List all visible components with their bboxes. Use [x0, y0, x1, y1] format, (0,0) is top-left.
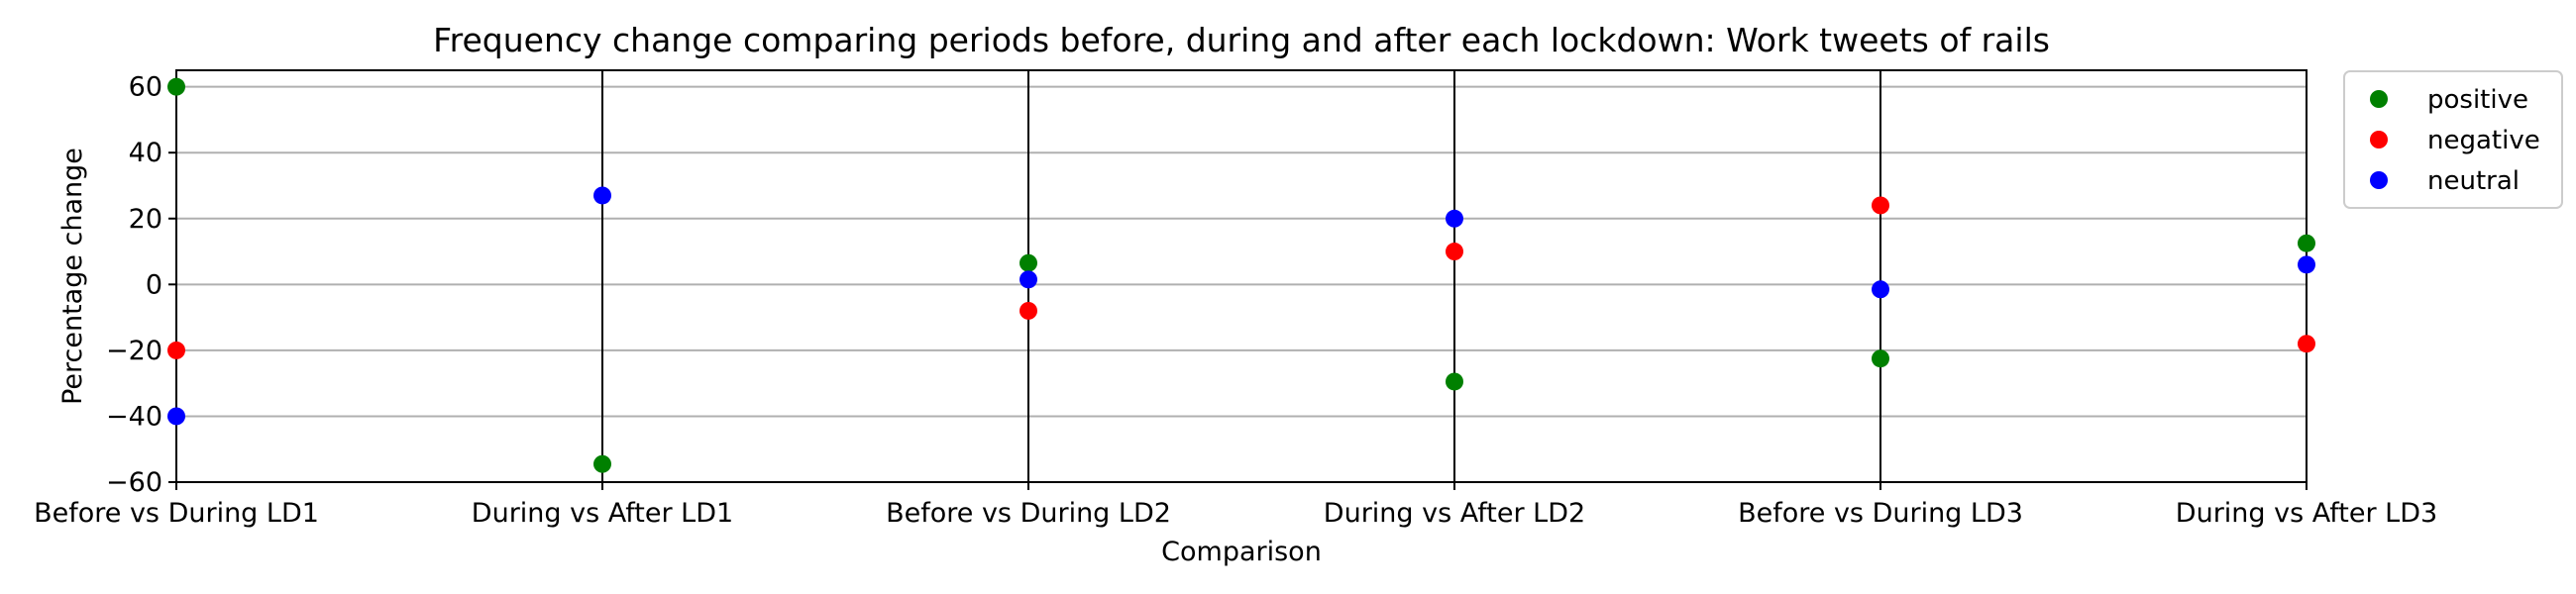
y-tick-label: 0 — [146, 269, 162, 300]
y-tick-label: 40 — [129, 138, 162, 168]
legend-label-neutral: neutral — [2427, 166, 2520, 196]
data-point-neutral — [2298, 255, 2315, 274]
x-tick-label: Before vs During LD1 — [34, 498, 319, 529]
data-point-positive — [1872, 349, 1889, 368]
legend-marker-negative — [2370, 131, 2388, 148]
x-tick-label: Before vs During LD3 — [1738, 498, 2023, 529]
data-point-negative — [1872, 196, 1889, 215]
x-tick-label: During vs After LD3 — [2176, 498, 2437, 529]
data-point-negative — [167, 341, 185, 359]
x-axis-label: Comparison — [1161, 537, 1322, 567]
data-point-negative — [2298, 335, 2315, 353]
x-axis-ticks: Before vs During LD1 During vs After LD1 B… — [34, 482, 2437, 529]
x-tick-label: During vs After LD1 — [472, 498, 733, 529]
data-point-positive — [1446, 372, 1463, 391]
legend-marker-neutral — [2370, 171, 2388, 189]
data-point-negative — [1446, 243, 1463, 261]
data-point-neutral — [593, 186, 611, 205]
legend-label-negative: negative — [2427, 126, 2540, 155]
data-point-positive — [1020, 253, 1037, 272]
legend-marker-positive — [2370, 90, 2388, 108]
data-point-negative — [1020, 301, 1037, 320]
legend-box — [2343, 70, 2563, 209]
data-point-positive — [593, 454, 611, 473]
y-tick-label: 20 — [129, 204, 162, 235]
data-point-positive — [167, 77, 185, 96]
data-point-neutral — [1446, 209, 1463, 228]
y-tick-label: −20 — [106, 336, 162, 366]
y-tick-label: −40 — [106, 401, 162, 432]
vertical-separator-lines — [601, 70, 1881, 482]
y-tick-label: 60 — [129, 72, 162, 103]
y-axis-label: Percentage change — [57, 148, 88, 405]
legend: positive negative neutral — [2343, 70, 2563, 209]
legend-label-positive: positive — [2427, 85, 2528, 115]
data-point-neutral — [1020, 270, 1037, 289]
plot-frame — [175, 69, 2308, 483]
y-axis-ticks: −60 −40 −20 0 20 40 60 — [106, 72, 176, 498]
data-point-neutral — [1872, 280, 1889, 299]
x-tick-label: Before vs During LD2 — [886, 498, 1171, 529]
y-tick-label: −60 — [106, 467, 162, 498]
data-point-positive — [2298, 234, 2315, 252]
x-tick-label: During vs After LD2 — [1324, 498, 1585, 529]
grid-lines — [176, 85, 2307, 483]
chart-title: Frequency change comparing periods befor… — [433, 21, 2050, 59]
data-point-neutral — [167, 407, 185, 426]
data-points — [167, 77, 2315, 473]
